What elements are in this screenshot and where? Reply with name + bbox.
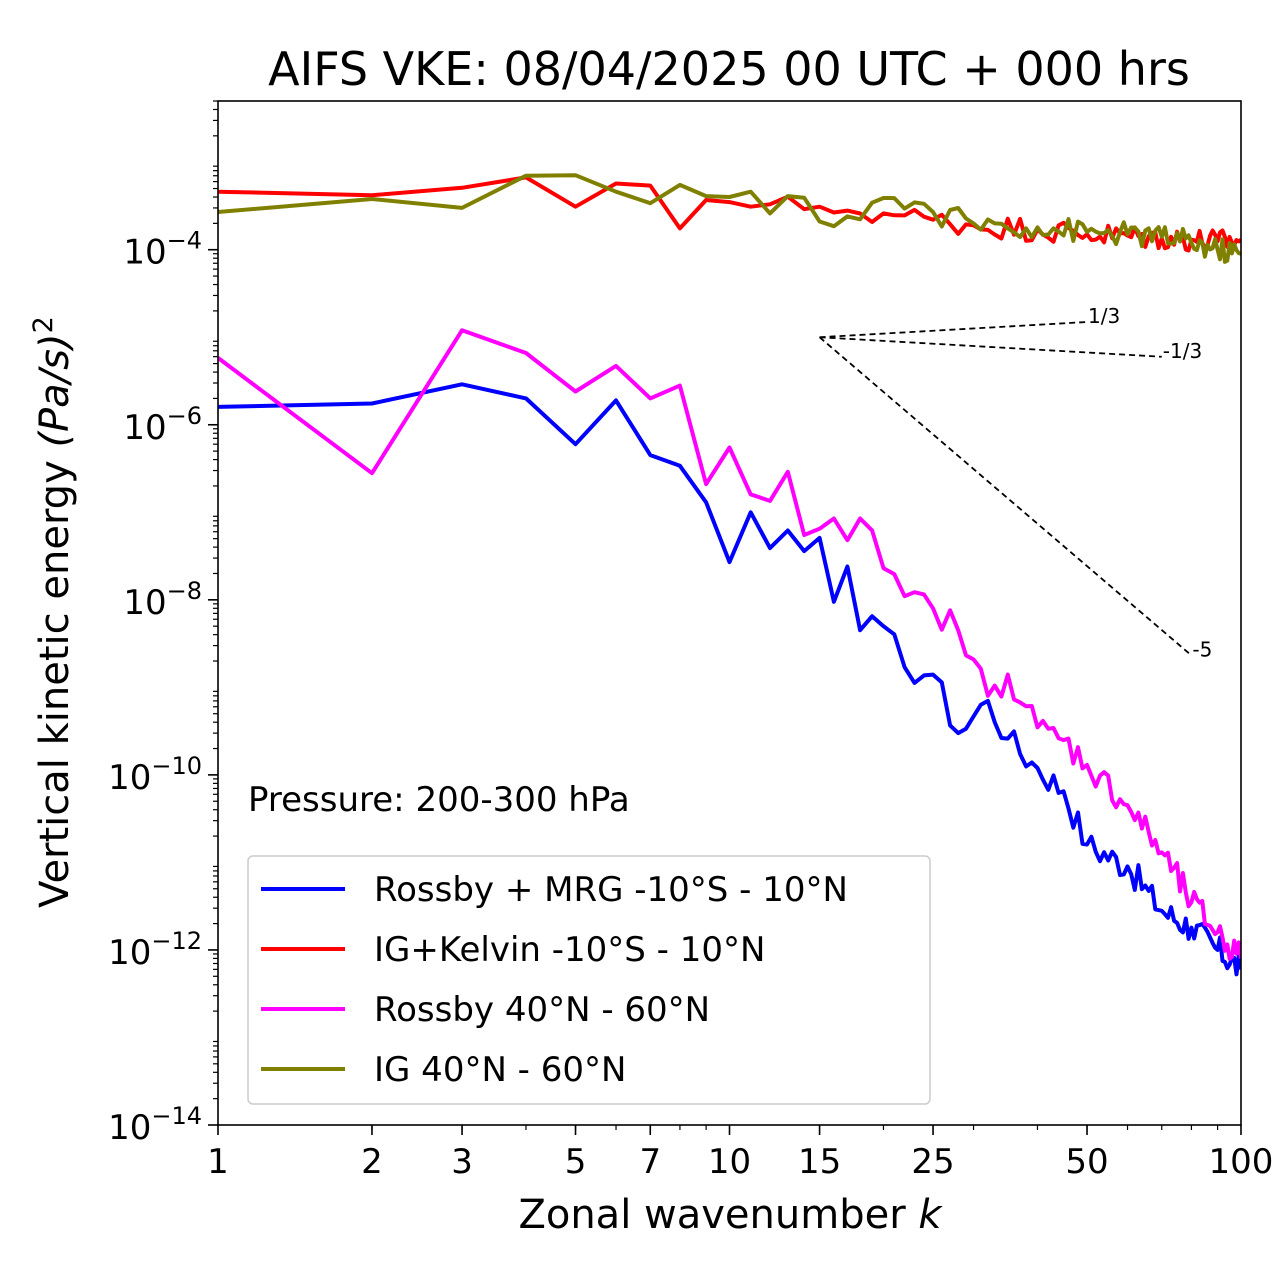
reference-slope-lines: 1/3 -1/3 -5 <box>818 304 1212 661</box>
reference-slope-line <box>819 336 1162 358</box>
legend-label: Rossby + MRG -10°S - 10°N <box>374 870 848 910</box>
x-tick-label: 10 <box>708 1142 751 1182</box>
reference-slope-line <box>819 321 1088 339</box>
y-tick-label: 10−6 <box>123 402 202 448</box>
x-tick-label: 15 <box>798 1142 841 1182</box>
x-tick-label: 3 <box>451 1142 473 1182</box>
series-line-1 <box>218 382 1241 977</box>
x-axis-label: Zonal wavenumber k <box>518 1192 943 1238</box>
reference-slope-label: 1/3 <box>1088 304 1120 328</box>
y-axis-ticks: 10−4 10−6 10−8 10−10 10−12 10−14 <box>108 100 218 1148</box>
x-axis-ticks: 1 2 3 5 7 10 15 25 50 100 <box>207 1125 1273 1182</box>
pressure-annotation: Pressure: 200-300 hPa <box>248 780 630 820</box>
legend-label: IG 40°N - 60°N <box>374 1050 626 1090</box>
series-line-3 <box>218 328 1241 961</box>
x-tick-label: 100 <box>1209 1142 1274 1182</box>
reference-slope-label: -5 <box>1192 637 1212 661</box>
x-tick-label: 7 <box>639 1142 661 1182</box>
x-tick-label: 50 <box>1065 1142 1108 1182</box>
legend: Rossby + MRG -10°S - 10°N IG+Kelvin -10°S… <box>247 855 931 1105</box>
x-tick-label: 5 <box>565 1142 587 1182</box>
y-tick-label: 10−10 <box>108 752 202 798</box>
series-line-4 <box>218 173 1241 264</box>
legend-box <box>247 855 931 1105</box>
series-layer <box>218 173 1241 977</box>
y-axis-label: Vertical kinetic energy (Pa/s)2 <box>28 316 78 908</box>
y-tick-label: 10−8 <box>123 577 202 623</box>
y-tick-label: 10−4 <box>123 227 202 273</box>
y-tick-label: 10−12 <box>108 927 202 973</box>
y-tick-label: 10−14 <box>108 1102 202 1148</box>
x-tick-label: 1 <box>207 1142 229 1182</box>
legend-label: IG+Kelvin -10°S - 10°N <box>374 930 765 970</box>
legend-label: Rossby 40°N - 60°N <box>374 990 710 1030</box>
chart-title: AIFS VKE: 08/04/2025 00 UTC + 000 hrs <box>268 42 1190 96</box>
series-line-2 <box>218 175 1241 253</box>
reference-slope-label: -1/3 <box>1163 339 1202 363</box>
reference-slope-line <box>818 336 1193 657</box>
x-tick-label: 25 <box>911 1142 954 1182</box>
x-tick-label: 2 <box>361 1142 383 1182</box>
